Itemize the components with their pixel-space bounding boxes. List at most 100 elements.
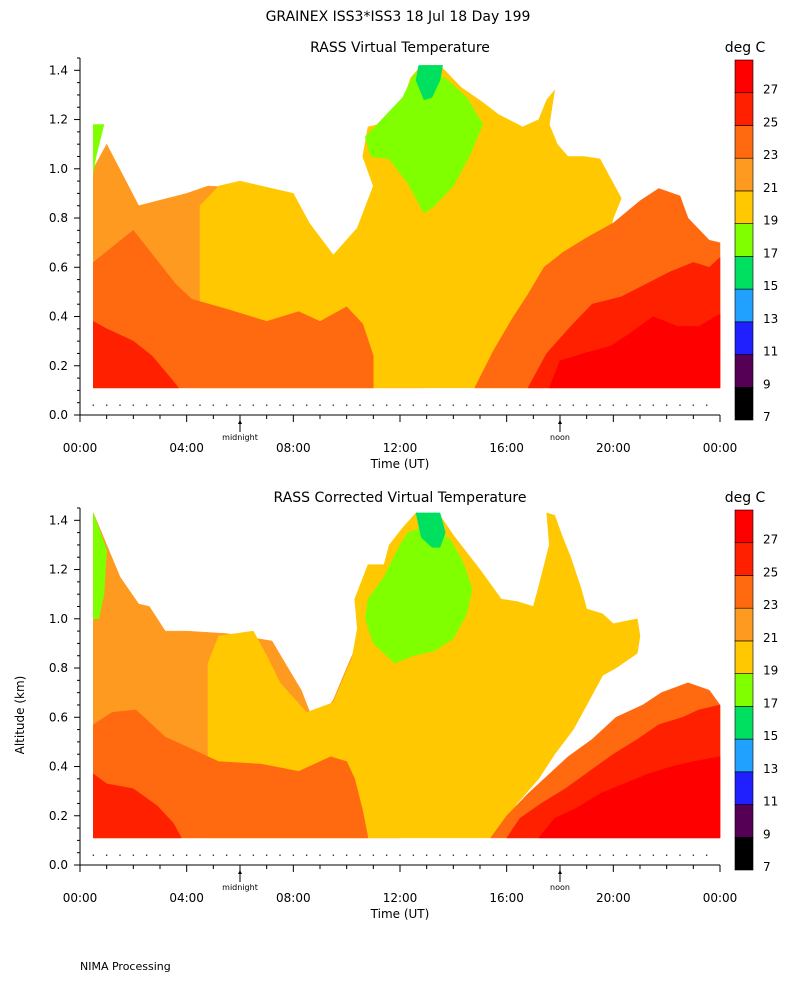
contour-region-17 — [93, 512, 107, 620]
x-tick-label: 00:00 — [703, 441, 738, 455]
colorbar-tick-label: 21 — [763, 631, 778, 645]
time-marker-arrow — [238, 870, 242, 874]
colorbar-swatch-11 — [734, 321, 754, 355]
sample-dot — [212, 404, 215, 406]
y-tick-label: 0.2 — [49, 809, 68, 823]
sample-dot — [105, 404, 108, 406]
sample-dot — [305, 404, 308, 406]
sample-dot — [639, 404, 641, 406]
contour-region-19 — [199, 65, 622, 389]
colorbar-tick-label: 9 — [763, 377, 771, 391]
time-marker-label: midnight — [222, 883, 258, 892]
sample-dot — [319, 404, 321, 406]
colorbar-tick-label: 15 — [763, 279, 778, 293]
sample-dot — [532, 404, 535, 406]
sample-dot — [452, 404, 455, 406]
x-tick-label: 20:00 — [596, 891, 631, 905]
colorbar-tick-label: 23 — [763, 598, 778, 612]
contour-region-15 — [415, 65, 443, 101]
sample-dot — [239, 404, 241, 406]
sample-dot — [319, 854, 321, 856]
colorbar-swatch-9 — [734, 354, 754, 388]
sample-dot — [252, 854, 255, 856]
colorbar-tick-label: 27 — [763, 533, 778, 547]
time-marker-arrow — [558, 420, 562, 424]
sample-dot — [505, 404, 508, 406]
sample-dot — [625, 404, 628, 406]
sample-dot — [265, 854, 268, 856]
y-tick-label: 1.0 — [49, 162, 68, 176]
sample-dot — [612, 404, 615, 406]
contour-region-25 — [93, 773, 182, 839]
sample-dot — [132, 404, 135, 406]
contour-region-23 — [93, 709, 369, 839]
x-tick-label: 20:00 — [596, 441, 631, 455]
colorbar-tick-label: 27 — [763, 83, 778, 97]
sample-dot — [599, 404, 601, 406]
time-marker-arrow — [558, 870, 562, 874]
colorbar-tick-label: 9 — [763, 827, 771, 841]
sample-dot — [519, 404, 521, 406]
y-tick-label: 0.8 — [49, 211, 68, 225]
colorbar-swatch-19 — [734, 640, 754, 674]
colorbar-tick-label: 19 — [763, 664, 778, 678]
footer-label: NIMA Processing — [80, 960, 171, 973]
y-tick-label: 1.4 — [49, 513, 68, 527]
time-marker-label: noon — [550, 883, 570, 892]
panel-bottom: RASS Corrected Virtual Temperature deg C… — [49, 490, 778, 921]
sample-dot — [132, 854, 135, 856]
colorbar-swatch-19 — [734, 190, 754, 224]
sample-dot — [305, 854, 308, 856]
sample-dot — [412, 854, 415, 856]
sample-dot — [332, 404, 335, 406]
time-marker-arrow — [238, 420, 242, 424]
contour-region-17 — [365, 524, 473, 664]
sample-dot — [159, 404, 161, 406]
colorbar-units: deg C — [725, 490, 766, 506]
sample-dot — [292, 404, 295, 406]
sample-dot — [199, 854, 201, 856]
panel-title: RASS Corrected Virtual Temperature — [274, 490, 527, 506]
x-tick-label: 16:00 — [489, 891, 524, 905]
colorbar-swatch-17 — [734, 673, 754, 707]
sample-dot — [412, 404, 415, 406]
colorbar-tick-label: 13 — [763, 762, 778, 776]
colorbar-swatch-15 — [734, 706, 754, 740]
sample-dot — [372, 854, 375, 856]
colorbar-swatch-13 — [734, 738, 754, 773]
sample-dot — [359, 404, 361, 406]
y-tick-label: 1.0 — [49, 612, 68, 626]
sample-dot — [679, 854, 681, 856]
x-tick-label: 00:00 — [703, 891, 738, 905]
sample-dot — [92, 404, 95, 406]
sample-dot — [239, 854, 241, 856]
contour-region-15 — [415, 512, 446, 548]
sample-dot — [439, 404, 441, 406]
x-axis-label: Time (UT) — [370, 907, 430, 921]
sample-dot — [399, 404, 401, 406]
sample-dot — [105, 854, 108, 856]
x-tick-label: 00:00 — [63, 891, 98, 905]
colorbar-swatch-27 — [734, 509, 754, 544]
colorbar-swatch-7 — [734, 386, 754, 421]
sample-dot — [652, 854, 655, 856]
sample-dot — [665, 854, 668, 856]
sample-dot — [265, 404, 268, 406]
sample-dot — [212, 854, 215, 856]
y-tick-label: 0.8 — [49, 661, 68, 675]
contour-region-27 — [538, 756, 721, 839]
x-tick-label: 04:00 — [169, 441, 204, 455]
colorbar-swatch-13 — [734, 288, 754, 323]
x-tick-label: 12:00 — [383, 441, 418, 455]
panel-top: RASS Virtual Temperature deg C 0.0 0.2 0.4… — [49, 40, 778, 471]
sample-dot — [279, 854, 281, 856]
sample-dot — [119, 404, 121, 406]
sample-dot — [345, 854, 348, 856]
colorbar-swatch-25 — [734, 542, 754, 576]
colorbar-swatch-11 — [734, 771, 754, 805]
sample-dot — [505, 854, 508, 856]
contour-region-17 — [93, 124, 105, 174]
colorbar-swatch-9 — [734, 804, 754, 838]
x-tick-label: 16:00 — [489, 441, 524, 455]
